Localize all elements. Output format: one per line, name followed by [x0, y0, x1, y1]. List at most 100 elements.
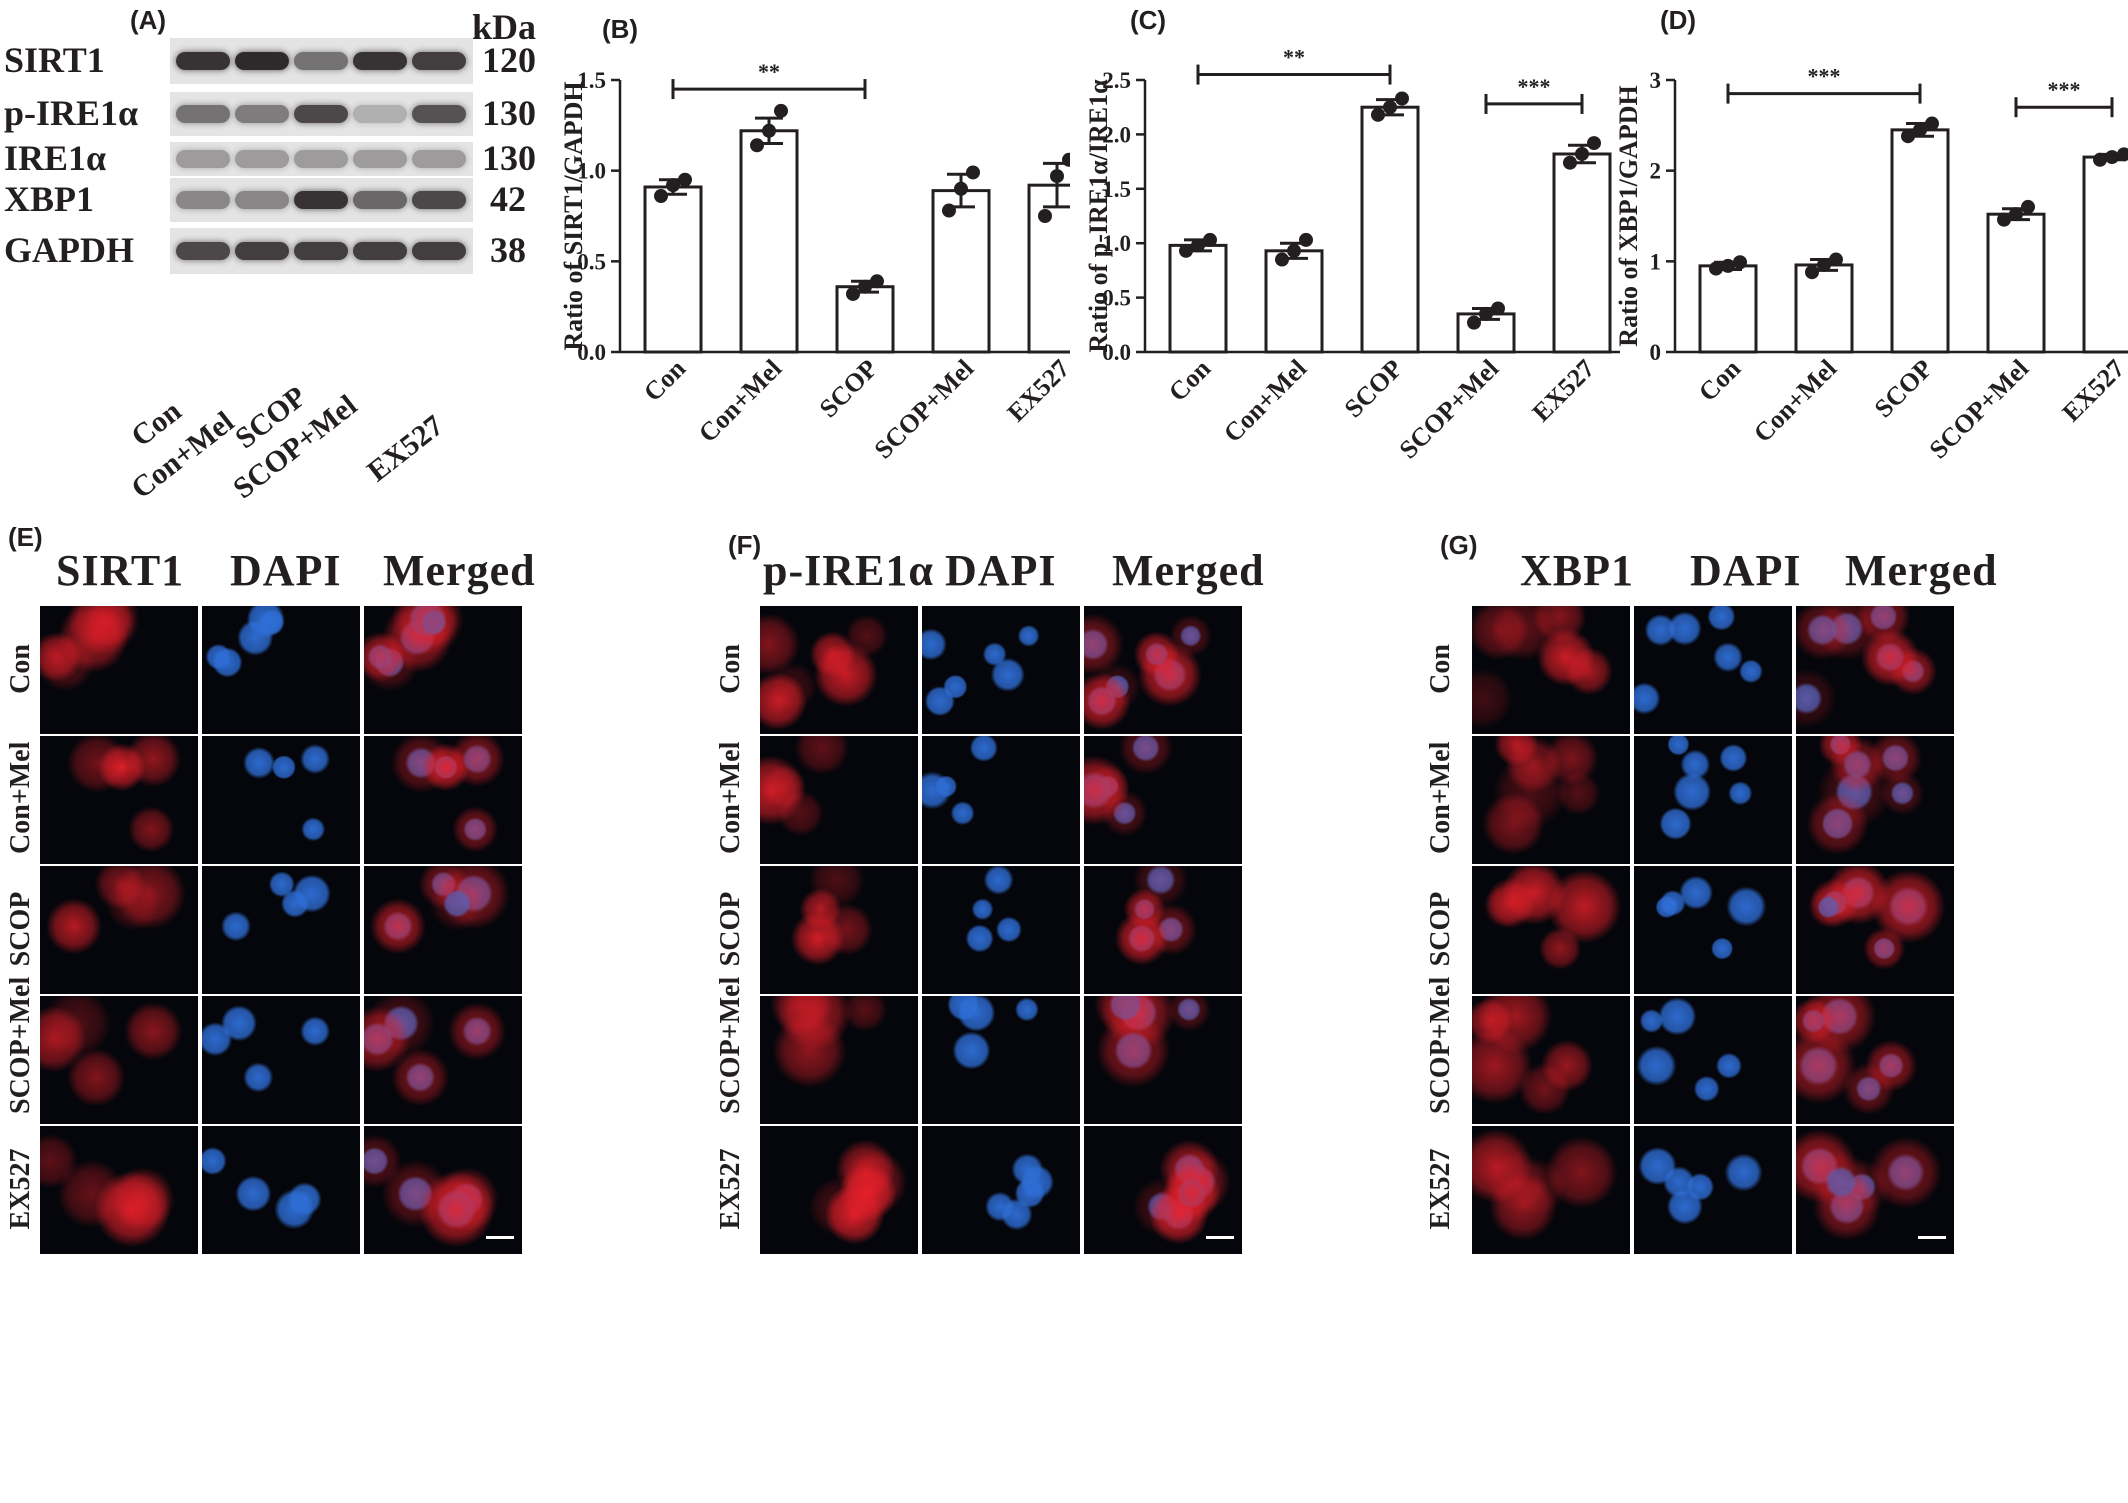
bar	[1027, 183, 1070, 354]
blot-band	[353, 242, 407, 260]
if-cell-merged	[1084, 1126, 1242, 1254]
significance-label: ***	[1808, 64, 1841, 89]
blot-kda-value: 38	[490, 230, 526, 270]
x-tick-label: EX527	[1527, 354, 1601, 428]
significance-label: **	[1283, 45, 1305, 70]
data-point	[1575, 146, 1589, 161]
if-cell-dapi	[1634, 736, 1792, 864]
if-cell-merged	[1084, 996, 1242, 1124]
if-cell-dapi	[1634, 996, 1792, 1124]
if-row-label: SCOP	[715, 891, 746, 967]
blot-band	[353, 150, 407, 168]
y-tick-label: 0	[1650, 340, 1662, 365]
data-point	[1467, 315, 1481, 330]
y-axis-label: Ratio of SIRT1/GAPDH	[560, 81, 588, 350]
if-row-label: EX527	[5, 1148, 36, 1230]
y-tick-label: 1.0	[577, 159, 606, 184]
blot-protein-label: GAPDH	[4, 230, 134, 270]
y-tick-label: 1.5	[577, 68, 606, 93]
data-point	[1563, 155, 1577, 170]
bar	[1264, 249, 1324, 354]
panel-label-f: (F)	[728, 530, 762, 560]
data-point	[762, 123, 776, 138]
data-point	[1062, 152, 1070, 167]
if-cell-dapi	[202, 736, 360, 864]
significance-label: ***	[2048, 77, 2081, 102]
if-cell-marker	[40, 1126, 198, 1254]
blot-band	[235, 105, 289, 123]
data-point	[1275, 252, 1289, 267]
data-point	[1191, 238, 1205, 253]
data-point	[2021, 199, 2035, 214]
if-column-header: Merged	[383, 546, 536, 595]
if-row-label: SCOP+Mel	[715, 976, 746, 1114]
x-tick-label: SCOP+Mel	[1394, 354, 1505, 465]
if-cell-dapi	[922, 1126, 1080, 1254]
blot-strip	[170, 178, 473, 222]
x-tick-label: Con+Mel	[1748, 354, 1842, 448]
data-point	[1925, 116, 1939, 131]
blot-protein-label: p-IRE1α	[4, 93, 139, 133]
if-cell-dapi	[922, 866, 1080, 994]
if-column-header: DAPI	[945, 546, 1057, 595]
x-tick-label: SCOP+Mel	[1924, 354, 2035, 465]
x-tick-label: EX527	[1002, 354, 1070, 428]
bar	[1698, 264, 1758, 354]
if-cell-marker	[760, 1126, 918, 1254]
x-tick-label: Con+Mel	[693, 354, 787, 448]
data-point	[2105, 150, 2119, 165]
data-point	[1913, 122, 1927, 137]
if-row-label: SCOP	[5, 891, 36, 967]
data-point	[1203, 232, 1217, 247]
panel-label-b: (B)	[602, 14, 639, 44]
blot-band	[235, 191, 289, 209]
blot-kda-value: 130	[482, 93, 536, 133]
if-cell-marker	[1472, 736, 1630, 864]
if-cell-marker	[1472, 866, 1630, 994]
bar	[1552, 152, 1612, 354]
data-point	[966, 165, 980, 180]
blot-protein-label: SIRT1	[4, 40, 105, 80]
bar	[739, 129, 799, 354]
if-cell-dapi	[202, 996, 360, 1124]
bar	[1360, 105, 1420, 354]
if-row-label: Con	[715, 644, 746, 694]
x-tick-label: SCOP	[814, 354, 884, 424]
bar	[1986, 212, 2046, 354]
blot-band	[176, 242, 230, 260]
if-cell-merged	[1084, 736, 1242, 864]
data-point	[1179, 243, 1193, 258]
if-cell-merged	[1796, 866, 1954, 994]
blot-band	[353, 191, 407, 209]
data-point	[1733, 255, 1747, 270]
if-cell-marker	[40, 996, 198, 1124]
panel-label-a: (A)	[130, 5, 167, 35]
data-point	[666, 178, 680, 193]
data-point	[1479, 306, 1493, 321]
data-point	[942, 203, 956, 218]
bar	[1890, 128, 1950, 354]
significance-label: ***	[1518, 74, 1551, 99]
bar	[835, 285, 895, 354]
x-tick-label: SCOP	[1869, 354, 1939, 424]
kda-header: kDa	[472, 7, 537, 47]
data-point	[1038, 209, 1052, 223]
data-point	[1371, 107, 1385, 122]
y-tick-label: 1.5	[1102, 177, 1131, 202]
bar	[1168, 243, 1228, 354]
blot-kda-value: 42	[490, 179, 526, 219]
blot-band	[294, 242, 348, 260]
blot-band	[294, 52, 348, 70]
y-tick-label: 2.5	[1102, 68, 1131, 93]
if-cell-merged	[1084, 606, 1242, 734]
y-tick-label: 0.0	[577, 340, 606, 365]
blot-band	[353, 105, 407, 123]
data-point	[1587, 136, 1601, 151]
data-point	[1829, 252, 1843, 267]
if-cell-dapi	[922, 606, 1080, 734]
y-tick-label: 3	[1650, 68, 1662, 93]
if-cell-dapi	[922, 736, 1080, 864]
blot-band	[294, 191, 348, 209]
if-cell-merged	[1796, 996, 1954, 1124]
if-column-header: XBP1	[1520, 546, 1634, 595]
